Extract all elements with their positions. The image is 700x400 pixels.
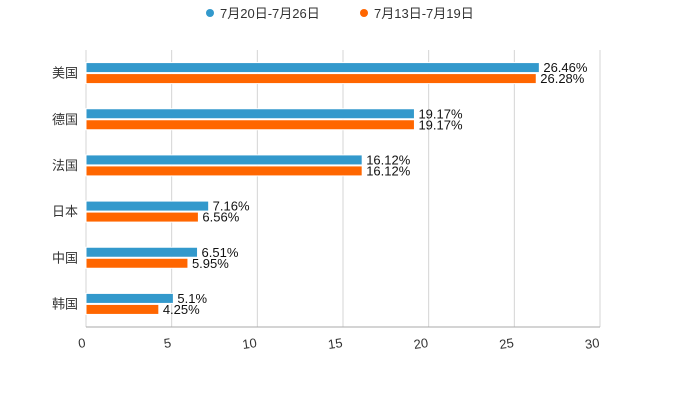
legend-label-1: 7月13日-7月19日: [374, 6, 474, 21]
x-tick-label-2: 10: [241, 335, 257, 352]
x-axis-ticks: 0 5 10 15 20 25 30: [77, 335, 600, 352]
legend: 7月20日-7月26日 7月13日-7月19日: [206, 6, 474, 21]
x-tick-label-3: 15: [327, 335, 343, 352]
category-label-4: 中国: [52, 250, 78, 265]
bar-s0-0: [85, 62, 540, 74]
bar-s0-3: [85, 200, 210, 212]
category-label-1: 德国: [52, 112, 78, 127]
legend-marker-0: [206, 9, 214, 17]
value-label-s1-1: 19.17%: [418, 117, 463, 132]
x-tick-label-5: 25: [498, 335, 514, 352]
bar-s0-4: [85, 246, 199, 258]
bar-s1-4: [85, 257, 189, 269]
bar-s1-1: [85, 119, 415, 131]
value-label-s1-3: 6.56%: [202, 210, 239, 225]
bar-s1-0: [85, 73, 537, 85]
category-label-5: 韩国: [52, 296, 78, 311]
bars: [85, 62, 540, 315]
value-label-s0-1: 19.17%: [418, 106, 463, 121]
value-label-s0-3: 7.16%: [213, 199, 250, 214]
value-label-s0-2: 16.12%: [366, 152, 411, 167]
category-label-0: 美国: [52, 66, 78, 81]
category-label-3: 日本: [52, 204, 78, 219]
value-label-s1-2: 16.12%: [366, 163, 411, 178]
bar-s0-5: [85, 292, 174, 304]
x-tick-label-0: 0: [77, 335, 86, 351]
x-tick-label-6: 30: [584, 335, 600, 352]
value-label-s1-5: 4.25%: [163, 302, 200, 317]
value-label-s0-0: 26.46%: [543, 60, 588, 75]
legend-marker-1: [360, 9, 368, 17]
legend-label-0: 7月20日-7月26日: [220, 6, 320, 21]
bar-s1-2: [85, 165, 363, 177]
x-tick-label-1: 5: [163, 335, 172, 351]
grid: [85, 50, 601, 328]
bar-s0-2: [85, 154, 363, 166]
bar-s0-1: [85, 108, 415, 120]
value-label-s1-0: 26.28%: [540, 71, 585, 86]
value-label-s0-5: 5.1%: [177, 291, 207, 306]
bar-s1-3: [85, 211, 199, 223]
bar-s1-5: [85, 303, 160, 315]
x-tick-label-4: 20: [413, 335, 429, 352]
value-label-s0-4: 6.51%: [202, 245, 239, 260]
category-label-2: 法国: [52, 158, 78, 173]
value-label-s1-4: 5.95%: [192, 256, 229, 271]
value-labels: 26.46%26.28% 19.17%19.17% 16.12%16.12% 7.16…: [163, 60, 588, 317]
